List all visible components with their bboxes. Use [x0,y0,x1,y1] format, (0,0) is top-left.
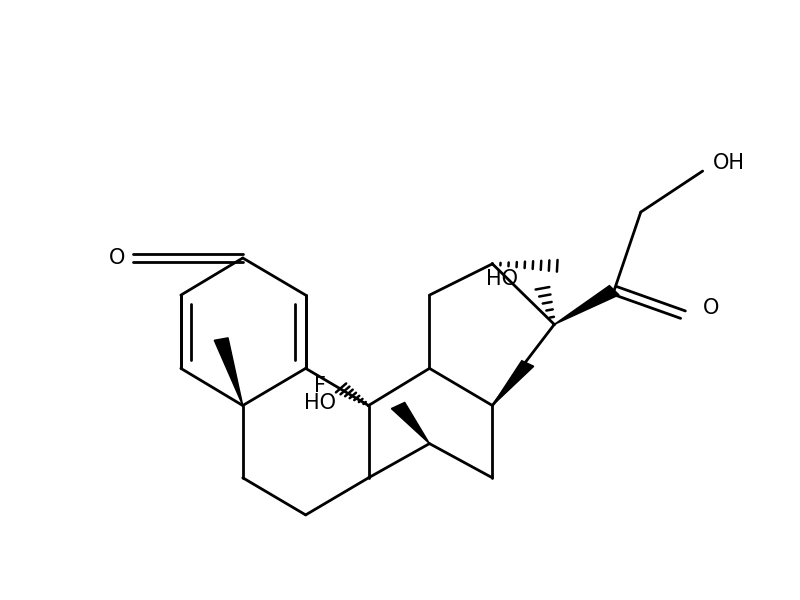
Polygon shape [492,361,534,406]
Text: F: F [314,376,326,396]
Text: OH: OH [713,153,745,173]
Text: O: O [702,298,719,318]
Text: HO: HO [304,392,336,413]
Text: O: O [109,248,125,268]
Polygon shape [554,286,619,325]
Polygon shape [214,338,242,406]
Text: HO: HO [486,269,518,289]
Polygon shape [391,403,430,443]
